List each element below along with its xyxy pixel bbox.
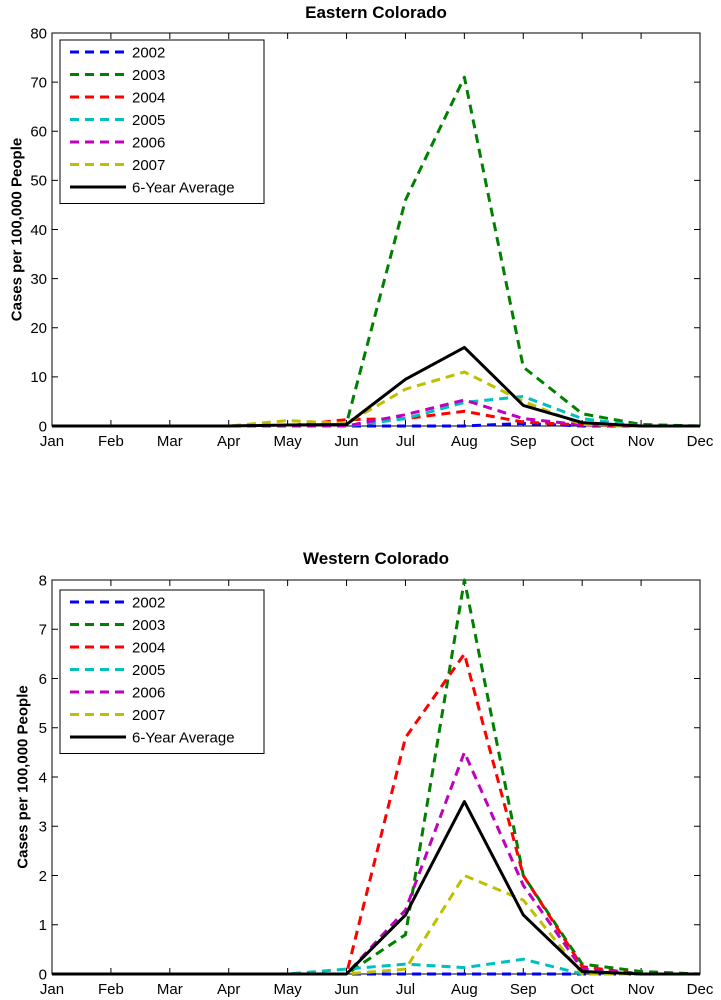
y-tick-label: 50 bbox=[30, 173, 47, 190]
y-tick-label: 40 bbox=[30, 222, 47, 239]
legend-label: 6-Year Average bbox=[132, 729, 235, 746]
x-tick-label: Feb bbox=[98, 981, 124, 998]
legend-label: 2005 bbox=[132, 112, 165, 129]
x-tick-label: Oct bbox=[571, 981, 595, 998]
y-tick-label: 0 bbox=[39, 418, 47, 435]
y-axis-label: Cases per 100,000 People bbox=[8, 138, 25, 321]
x-tick-label: Apr bbox=[217, 433, 240, 450]
x-tick-label: May bbox=[273, 981, 302, 998]
series-line-6-year-average bbox=[52, 345, 700, 428]
x-tick-label: Aug bbox=[451, 433, 478, 450]
y-tick-label: 70 bbox=[30, 74, 47, 91]
x-tick-label: Oct bbox=[571, 433, 595, 450]
legend-label: 2002 bbox=[132, 594, 165, 611]
legend-label: 2004 bbox=[132, 639, 165, 656]
x-tick-label: Jul bbox=[396, 981, 415, 998]
x-tick-label: May bbox=[273, 433, 302, 450]
chart-title: Eastern Colorado bbox=[305, 3, 447, 22]
legend-box bbox=[59, 39, 265, 204]
legend-label: 2007 bbox=[132, 157, 165, 174]
y-tick-label: 5 bbox=[39, 720, 47, 737]
y-tick-label: 20 bbox=[30, 320, 47, 337]
y-tick-label: 6 bbox=[39, 671, 47, 688]
y-tick-label: 7 bbox=[39, 622, 47, 639]
chart-title: Western Colorado bbox=[303, 549, 449, 568]
x-tick-label: Jun bbox=[334, 433, 358, 450]
chart-panel-1: Eastern Colorado Cases per 100,000 People… bbox=[8, 3, 714, 450]
series-group bbox=[52, 578, 700, 976]
y-tick-label: 1 bbox=[39, 917, 47, 934]
y-tick-label: 0 bbox=[39, 966, 47, 983]
x-tick-label: Sep bbox=[510, 433, 537, 450]
x-tick-label: Mar bbox=[157, 981, 183, 998]
x-tick-label: Mar bbox=[157, 433, 183, 450]
x-tick-label: Aug bbox=[451, 981, 478, 998]
legend-label: 2004 bbox=[132, 89, 165, 106]
x-tick-label: Jan bbox=[40, 981, 64, 998]
legend-label: 2005 bbox=[132, 662, 165, 679]
legend-label: 6-Year Average bbox=[132, 179, 235, 196]
legend-box bbox=[59, 589, 265, 754]
legend-label: 2006 bbox=[132, 134, 165, 151]
x-tick-label: Nov bbox=[628, 981, 655, 998]
chart-panel-2: Western Colorado Cases per 100,000 People… bbox=[14, 549, 714, 998]
legend-label: 2003 bbox=[132, 617, 165, 634]
x-tick-label: Sep bbox=[510, 981, 537, 998]
legend-label: 2007 bbox=[132, 707, 165, 724]
x-tick-label: Feb bbox=[98, 433, 124, 450]
legend-label: 2006 bbox=[132, 684, 165, 701]
y-tick-label: 2 bbox=[39, 868, 47, 885]
y-tick-label: 10 bbox=[30, 369, 47, 386]
y-tick-label: 60 bbox=[30, 124, 47, 141]
x-tick-label: Jan bbox=[40, 433, 64, 450]
legend-label: 2003 bbox=[132, 67, 165, 84]
x-tick-label: Nov bbox=[628, 433, 655, 450]
x-tick-label: Dec bbox=[687, 433, 714, 450]
series-line-2006 bbox=[52, 750, 700, 976]
y-tick-label: 30 bbox=[30, 271, 47, 288]
y-tick-label: 4 bbox=[39, 769, 47, 786]
series-group bbox=[52, 75, 700, 428]
y-axis-label: Cases per 100,000 People bbox=[14, 685, 31, 868]
x-tick-label: Dec bbox=[687, 981, 714, 998]
x-tick-label: Jul bbox=[396, 433, 415, 450]
legend-label: 2002 bbox=[132, 44, 165, 61]
y-tick-label: 8 bbox=[39, 572, 47, 589]
y-tick-label: 3 bbox=[39, 819, 47, 836]
series-line-6-year-average bbox=[52, 800, 700, 976]
x-tick-label: Jun bbox=[334, 981, 358, 998]
series-line-2007 bbox=[52, 874, 700, 976]
y-tick-label: 80 bbox=[30, 25, 47, 42]
x-tick-label: Apr bbox=[217, 981, 240, 998]
